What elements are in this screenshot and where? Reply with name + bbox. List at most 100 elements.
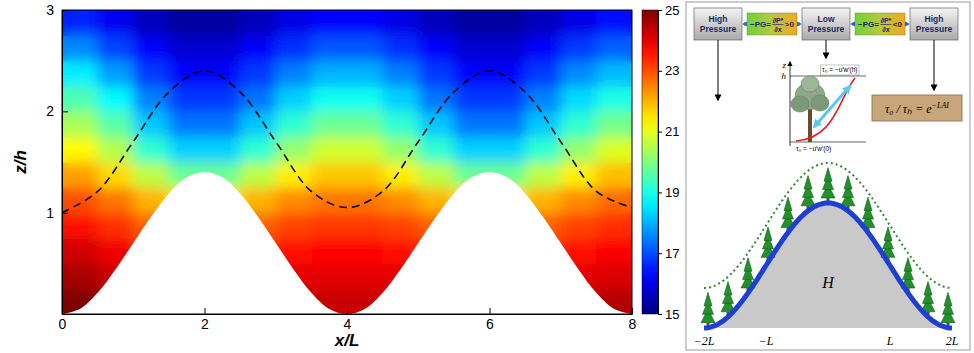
heatmap-cell xyxy=(490,61,526,87)
heatmap-cell xyxy=(62,162,98,188)
tick-mark xyxy=(658,71,662,72)
tick-label: 15 xyxy=(665,307,679,322)
tick-label: 8 xyxy=(629,316,637,332)
heatmap-cell xyxy=(62,61,98,87)
tree-layer xyxy=(804,176,812,190)
heatmap-cell xyxy=(311,10,347,36)
heatmap-cell xyxy=(311,86,347,112)
figure: 02468123x/Lz/h151719212325−PG=∂P*∂x>0−PG… xyxy=(0,0,974,353)
pressure-label: HighPressure xyxy=(916,14,953,34)
heatmap-cell xyxy=(276,111,312,137)
heatmap-cell xyxy=(347,263,383,289)
tree-layer xyxy=(904,258,912,272)
heatmap-cell xyxy=(98,111,134,137)
panel-frame xyxy=(686,2,970,350)
heatmap-cell xyxy=(454,111,490,137)
tree-layer xyxy=(704,292,712,306)
heatmap-cell xyxy=(454,86,490,112)
tick: 2 xyxy=(46,103,68,119)
heatmap-cell xyxy=(62,213,98,239)
hill-x-label: 2L xyxy=(946,334,959,348)
heatmap-cell xyxy=(418,10,454,36)
tree-layer xyxy=(884,227,892,241)
tree-layer xyxy=(944,292,952,306)
heatmap-cell xyxy=(133,35,169,61)
heatmap-cell xyxy=(596,111,632,137)
hill-label: H xyxy=(821,274,835,291)
tick-mark xyxy=(62,111,68,112)
heatmap-cell xyxy=(596,61,632,87)
heatmap-cell xyxy=(525,162,561,188)
tick-mark xyxy=(490,308,491,314)
tree-layer xyxy=(784,197,792,211)
tick: 25 xyxy=(658,3,679,18)
formula-exponent: −LAI xyxy=(932,101,950,110)
heatmap-cell xyxy=(418,86,454,112)
plot-frame xyxy=(62,10,632,314)
heatmap-cell xyxy=(383,137,419,163)
heatmap-cell xyxy=(561,35,597,61)
heatmap-cell xyxy=(133,162,169,188)
heatmap-cell xyxy=(62,10,98,36)
heatmap-cell xyxy=(596,238,632,264)
tick: 23 xyxy=(658,63,679,78)
heatmap-cell xyxy=(347,162,383,188)
gradient-label-box xyxy=(747,13,797,35)
pressure-label: LowPressure xyxy=(808,14,845,34)
inset-axis xyxy=(790,62,791,146)
heatmap-cell xyxy=(383,162,419,188)
terrain-area xyxy=(62,172,632,314)
pressure-label-line: Pressure xyxy=(700,24,737,34)
down-arrow xyxy=(934,40,935,90)
heatmap-cell xyxy=(169,137,205,163)
heatmap-cell xyxy=(561,213,597,239)
heatmap-cell xyxy=(347,111,383,137)
heatmap-cell xyxy=(205,137,241,163)
heatmap-cell xyxy=(205,61,241,87)
tick: 6 xyxy=(486,308,494,332)
inset-crown xyxy=(801,76,819,92)
tick-label: 2 xyxy=(46,103,54,119)
schematic: −PG=∂P*∂x>0−PG=∂P*∂x<0HighPressureLowPre… xyxy=(686,2,970,350)
top-stress-label: τₕ = −u′w′(h) xyxy=(822,66,857,74)
pressure-label-line: High xyxy=(709,14,728,24)
heatmap-cell xyxy=(311,238,347,264)
tick-mark xyxy=(632,308,633,314)
heatmap-cell xyxy=(596,10,632,36)
heatmap-cell xyxy=(311,35,347,61)
heatmap-cell xyxy=(347,137,383,163)
tick-mark xyxy=(62,10,68,11)
tree xyxy=(701,292,715,327)
heatmap-cell xyxy=(133,86,169,112)
heatmap-cell xyxy=(98,162,134,188)
heatmap-cell xyxy=(561,187,597,213)
heatmap-cell xyxy=(98,187,134,213)
gradient-denominator: ∂x xyxy=(882,26,889,33)
heatmap-cell xyxy=(98,10,134,36)
heatmap-cell xyxy=(311,213,347,239)
heatmap-cell xyxy=(311,61,347,87)
heatmap-cell xyxy=(205,35,241,61)
canopy-top-line xyxy=(62,71,632,213)
heatmap-cell xyxy=(62,111,98,137)
tick: 21 xyxy=(658,124,679,139)
heatmap-cell xyxy=(347,187,383,213)
heatmap-cell xyxy=(525,10,561,36)
heatmap-cell xyxy=(525,86,561,112)
heatmap-cell xyxy=(311,162,347,188)
tick-label: 2 xyxy=(201,316,209,332)
colorbar xyxy=(642,10,658,314)
heatmap-cell xyxy=(596,137,632,163)
tick-label: 3 xyxy=(46,2,54,18)
inset-bottom-line xyxy=(790,142,866,143)
hill-surface xyxy=(704,203,952,328)
heatmap-cell xyxy=(169,61,205,87)
heatmap-cell xyxy=(98,86,134,112)
axis-line xyxy=(62,11,63,315)
tick: 15 xyxy=(658,307,679,322)
gradient-relation: >0 xyxy=(785,20,795,29)
gradient-label-box xyxy=(855,13,905,35)
heatmap-cell xyxy=(490,35,526,61)
tree-layer xyxy=(764,227,772,241)
heatmap-cell xyxy=(383,10,419,36)
